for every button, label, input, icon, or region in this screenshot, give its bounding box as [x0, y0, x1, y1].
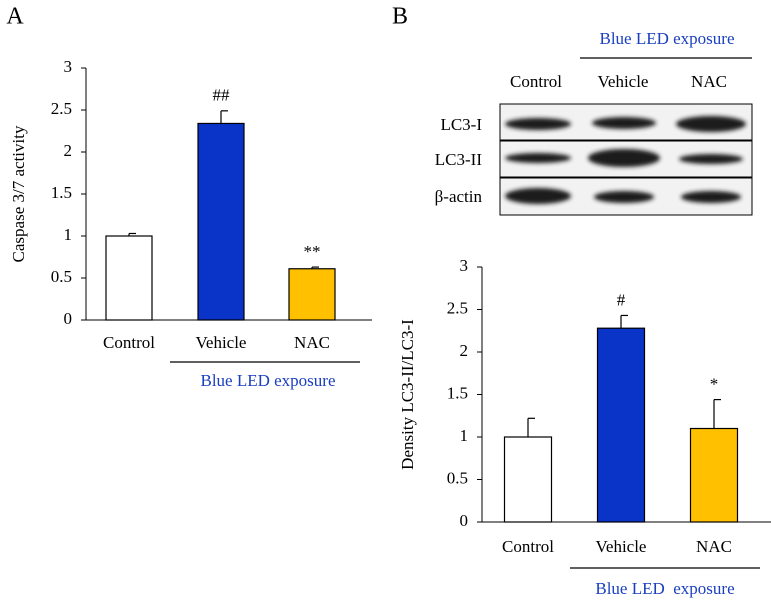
- x-tick-label: Control: [502, 537, 554, 556]
- significance-label: *: [710, 375, 719, 394]
- bar: [596, 327, 646, 523]
- western-blot: Blue LED exposure Control Vehicle NAC LC…: [435, 29, 753, 216]
- bar: [105, 235, 153, 321]
- blot-row-label: LC3-II: [435, 150, 483, 169]
- bar: [503, 436, 553, 523]
- x-tick-label: Vehicle: [596, 537, 647, 556]
- x-tick-label: Vehicle: [196, 333, 247, 352]
- blot-row-label: β-actin: [435, 187, 483, 206]
- significance-label: **: [304, 242, 321, 261]
- y-tick-label: 1: [64, 225, 73, 244]
- x-tick-label: NAC: [696, 537, 732, 556]
- blot-group-label: Blue LED exposure: [599, 29, 734, 48]
- y-tick-label: 0: [64, 309, 73, 328]
- bar: [689, 427, 739, 523]
- y-tick-label: 2.5: [51, 99, 72, 118]
- y-tick-label: 3: [460, 256, 469, 275]
- blot-column-label: Vehicle: [598, 72, 649, 91]
- significance-label: #: [617, 290, 626, 309]
- x-tick-label: Control: [103, 333, 155, 352]
- x-tick-label: NAC: [294, 333, 330, 352]
- blot-column-label: Control: [510, 72, 562, 91]
- group-label: Blue LED exposure: [595, 579, 734, 598]
- panel-label: A: [6, 4, 24, 30]
- y-axis-title: Density LC3-II/LC3-I: [398, 319, 417, 470]
- y-tick-label: 0.5: [51, 267, 72, 286]
- significance-label: ##: [213, 86, 231, 105]
- bar: [288, 268, 336, 321]
- y-tick-label: 1: [460, 426, 469, 445]
- group-label: Blue LED exposure: [200, 371, 335, 390]
- blot-column-label: NAC: [691, 72, 727, 91]
- y-tick-label: 2.5: [447, 298, 468, 317]
- y-tick-label: 1.5: [447, 383, 468, 402]
- y-tick-label: 1.5: [51, 183, 72, 202]
- y-axis-title: Caspase 3/7 activity: [9, 125, 28, 262]
- y-tick-label: 2: [460, 341, 469, 360]
- panel-label: B: [392, 4, 408, 30]
- bar: [197, 122, 245, 321]
- y-tick-label: 2: [64, 141, 73, 160]
- y-tick-label: 0.5: [447, 468, 468, 487]
- y-tick-label: 3: [64, 57, 73, 76]
- blot-bands: [505, 116, 746, 204]
- blot-row-label: LC3-I: [440, 115, 482, 134]
- y-tick-label: 0: [460, 511, 469, 530]
